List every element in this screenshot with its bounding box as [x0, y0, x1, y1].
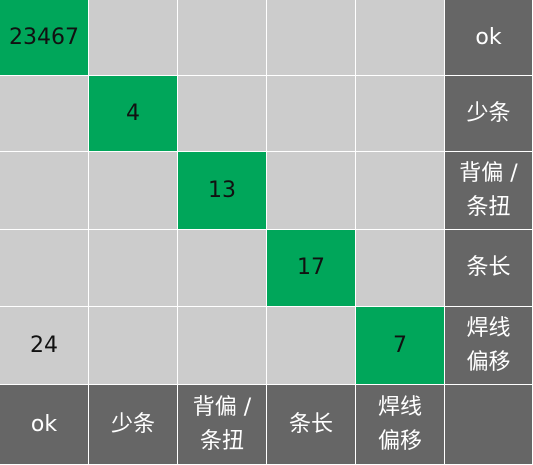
corner-cell — [445, 385, 533, 465]
col-label-2: 背偏 / 条扭 — [178, 385, 267, 465]
col-label-4-text: 焊线 偏移 — [377, 394, 422, 454]
matrix-cell-r2-c2-text: 13 — [208, 177, 236, 203]
row-label-4: 焊线 偏移 — [445, 307, 533, 385]
matrix-cell-r3-c4 — [356, 230, 445, 307]
col-label-1: 少条 — [89, 385, 178, 465]
col-label-3: 条长 — [267, 385, 356, 465]
matrix-cell-r4-c2 — [178, 307, 267, 385]
matrix-cell-r4-c4-text: 7 — [393, 332, 407, 358]
matrix-cell-r4-c4: 7 — [356, 307, 445, 385]
matrix-cell-r1-c1: 4 — [89, 76, 178, 152]
col-label-0: ok — [0, 385, 89, 465]
matrix-cell-r2-c3 — [267, 152, 356, 230]
matrix-cell-r0-c3 — [267, 0, 356, 76]
matrix-cell-r3-c0 — [0, 230, 89, 307]
row-label-2: 背偏 / 条扭 — [445, 152, 533, 230]
row-label-3-text: 条长 — [466, 255, 511, 280]
matrix-cell-r0-c0-text: 23467 — [9, 24, 79, 50]
row-label-1-text: 少条 — [466, 100, 511, 126]
col-label-1-text: 少条 — [110, 411, 155, 437]
matrix-cell-r3-c2 — [178, 230, 267, 307]
matrix-cell-r0-c1 — [89, 0, 178, 76]
row-label-0: ok — [445, 0, 533, 76]
col-label-3-text: 条长 — [288, 411, 333, 437]
matrix-cell-r2-c2: 13 — [178, 152, 267, 230]
matrix-cell-r0-c4 — [356, 0, 445, 76]
matrix-cell-r4-c1 — [89, 307, 178, 385]
matrix-cell-r1-c3 — [267, 76, 356, 152]
matrix-cell-r2-c4 — [356, 152, 445, 230]
row-label-2-text: 背偏 / 条扭 — [459, 160, 518, 220]
matrix-cell-r3-c1 — [89, 230, 178, 307]
row-label-1: 少条 — [445, 76, 533, 152]
matrix-cell-r2-c1 — [89, 152, 178, 230]
matrix-cell-r4-c0: 24 — [0, 307, 89, 385]
row-label-0-text: ok — [475, 24, 502, 50]
matrix-cell-r1-c0 — [0, 76, 89, 152]
col-label-0-text: ok — [30, 411, 58, 437]
matrix-cell-r0-c0: 23467 — [0, 0, 89, 76]
matrix-cell-r1-c1-text: 4 — [126, 100, 140, 126]
row-label-4-text: 焊线 偏移 — [466, 315, 511, 375]
matrix-cell-r1-c2 — [178, 76, 267, 152]
col-label-2-text: 背偏 / 条扭 — [192, 394, 252, 454]
matrix-cell-r0-c2 — [178, 0, 267, 76]
matrix-cell-r3-c3: 17 — [267, 230, 356, 307]
col-label-4: 焊线 偏移 — [356, 385, 445, 465]
row-label-3: 条长 — [445, 230, 533, 307]
matrix-cell-r4-c3 — [267, 307, 356, 385]
matrix-cell-r4-c0-text: 24 — [30, 332, 58, 358]
matrix-cell-r2-c0 — [0, 152, 89, 230]
matrix-cell-r1-c4 — [356, 76, 445, 152]
matrix-cell-r3-c3-text: 17 — [297, 255, 325, 280]
